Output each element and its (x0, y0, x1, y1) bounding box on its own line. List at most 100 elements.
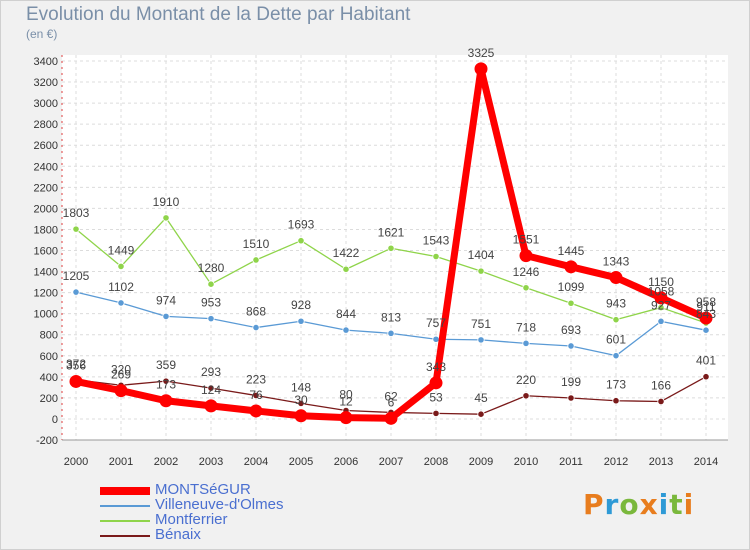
data-point (612, 397, 620, 405)
y-tick-label: -200 (36, 435, 58, 447)
plot-area (62, 55, 728, 440)
y-tick-label: 400 (40, 372, 58, 384)
x-tick-label: 2009 (469, 456, 493, 468)
data-label: 30 (294, 393, 308, 407)
data-point (612, 352, 620, 360)
data-point (162, 214, 170, 222)
data-label: 1058 (648, 285, 675, 299)
data-label: 80 (339, 388, 353, 402)
data-point (117, 262, 125, 270)
data-point (297, 237, 305, 245)
legend-label: Villeneuve-d'Olmes (155, 496, 284, 513)
data-point (342, 326, 350, 334)
x-tick-label: 2010 (514, 456, 538, 468)
data-label: 223 (246, 372, 266, 386)
data-point (249, 404, 263, 418)
data-point (387, 244, 395, 252)
x-tick-label: 2001 (109, 456, 133, 468)
data-point (432, 335, 440, 343)
y-tick-label: 1800 (34, 224, 58, 236)
x-tick-label: 2013 (649, 456, 673, 468)
x-tick-label: 2003 (199, 456, 223, 468)
data-point (477, 336, 485, 344)
y-tick-label: 3000 (34, 98, 58, 110)
legend-swatch (100, 535, 150, 537)
data-label: 1693 (288, 218, 315, 232)
data-label: 928 (291, 298, 311, 312)
x-tick-label: 2014 (694, 456, 718, 468)
data-label: 372 (66, 357, 86, 371)
y-tick-label: 2400 (34, 161, 58, 173)
data-label: 269 (111, 368, 131, 382)
legend-swatch (100, 487, 150, 495)
data-label: 953 (201, 296, 221, 310)
data-point (162, 312, 170, 321)
x-tick-label: 2011 (559, 456, 583, 468)
data-point (567, 394, 575, 402)
series-layer (69, 62, 713, 425)
data-label: 53 (429, 390, 443, 404)
data-point (297, 399, 305, 407)
data-point (477, 410, 485, 418)
data-label: 45 (474, 391, 488, 405)
legend-label: MONTSéGUR (155, 481, 251, 498)
data-label: 356 (66, 358, 86, 372)
y-tick-label: 1000 (34, 309, 58, 321)
data-label: 320 (111, 362, 131, 376)
data-point (474, 62, 488, 76)
data-point (162, 377, 170, 385)
data-point (204, 399, 218, 413)
data-point (207, 384, 215, 392)
proxiti-logo: Proxiti (583, 488, 695, 521)
data-point (429, 376, 443, 390)
y-tick-label: 1400 (34, 267, 58, 279)
x-tick-label: 2000 (64, 456, 88, 468)
y-tick-label: 600 (40, 351, 58, 363)
x-tick-label: 2012 (604, 456, 628, 468)
data-label: 1205 (63, 269, 90, 283)
data-point (432, 409, 440, 417)
y-tick-label: 3200 (34, 77, 58, 89)
y-tick-label: 2600 (34, 140, 58, 152)
data-point (297, 317, 305, 325)
data-point (477, 267, 485, 275)
data-label: 943 (606, 297, 626, 311)
y-tick-label: 1600 (34, 246, 58, 258)
data-label: 1246 (513, 265, 540, 279)
legend-label: Montferrier (155, 511, 228, 528)
legend-label: Bénaix (155, 526, 201, 543)
data-label: 1404 (468, 248, 495, 262)
data-label: 62 (384, 389, 398, 403)
data-label: 76 (249, 388, 263, 402)
grid (62, 55, 728, 441)
data-label: 927 (651, 298, 671, 312)
data-label: 1910 (153, 195, 180, 209)
legend-swatch (100, 520, 150, 522)
data-label: 1803 (63, 206, 90, 220)
legend-swatch (100, 505, 150, 507)
axes: -200 0 200 400 600 800 1000 1200 1400 1600 1800 200… (34, 55, 728, 468)
data-label: 199 (561, 375, 581, 389)
data-point (72, 225, 80, 233)
data-label: 12 (339, 395, 353, 409)
x-tick-label: 2002 (154, 456, 178, 468)
data-label: 844 (336, 307, 356, 321)
data-point (567, 342, 575, 350)
y-tick-label: 2800 (34, 119, 58, 131)
data-point (654, 291, 668, 305)
data-label: 1543 (423, 234, 450, 248)
data-label: 868 (246, 305, 266, 319)
data-point (339, 411, 353, 425)
data-point (522, 392, 530, 400)
y-tick-label: 1200 (34, 288, 58, 300)
data-point (522, 284, 530, 292)
data-point (207, 315, 215, 323)
data-label: 601 (606, 333, 626, 347)
data-point (252, 391, 260, 400)
data-label: 1551 (513, 233, 540, 247)
data-label: 124 (201, 383, 221, 397)
data-label: 757 (426, 316, 446, 330)
data-point (387, 329, 395, 337)
data-label: 958 (696, 295, 716, 309)
